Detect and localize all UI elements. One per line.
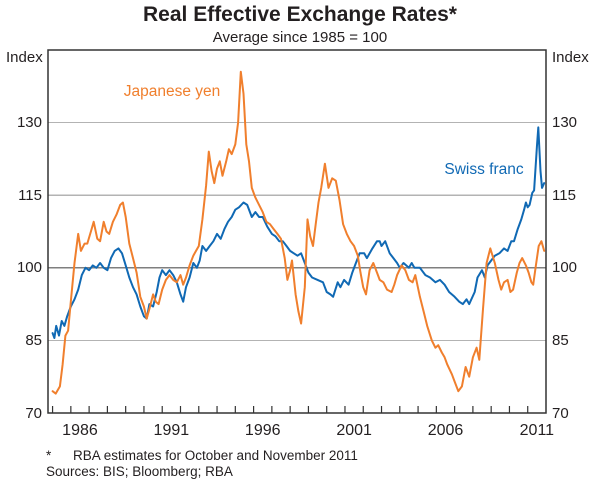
y-axis-label-right-100: 100 — [552, 259, 578, 277]
x-axis-label-1991: 1991 — [153, 422, 190, 439]
y-axis-label-right-130: 130 — [552, 114, 578, 132]
chart-title: Real Effective Exchange Rates* — [143, 3, 457, 26]
x-axis-label-2011: 2011 — [519, 422, 555, 439]
y-axis-unit-left: Index — [6, 49, 43, 66]
footnote-marker: * — [46, 448, 52, 463]
footnote-text: RBA estimates for October and November 2… — [73, 448, 358, 463]
y-axis-label-left-100: 100 — [16, 259, 42, 277]
x-axis-label-1986: 1986 — [62, 422, 98, 439]
footnote: * RBA estimates for October and November … — [46, 448, 586, 463]
y-axis-unit-right: Index — [552, 49, 589, 66]
series-label-japanese-yen: Japanese yen — [123, 83, 221, 100]
y-axis-label-left-85: 85 — [25, 331, 42, 349]
x-axis-label-1996: 1996 — [244, 422, 281, 439]
x-axis-label-2001: 2001 — [336, 422, 372, 439]
series-line-japanese-yen — [51, 70, 546, 395]
y-axis-label-right-85: 85 — [552, 331, 569, 349]
y-axis-label-left-130: 130 — [16, 114, 42, 132]
y-axis-label-left-115: 115 — [18, 186, 42, 204]
y-axis-label-right-70: 70 — [552, 404, 569, 422]
series-line-swiss-franc — [51, 126, 546, 339]
series-label-swiss-franc: Swiss franc — [444, 161, 524, 178]
plot-frame — [47, 49, 547, 414]
y-axis-label-right-115: 115 — [552, 186, 576, 204]
chart-subtitle: Average since 1985 = 100 — [212, 29, 388, 46]
sources: Sources: BIS; Bloomberg; RBA — [46, 464, 233, 479]
y-axis-label-left-70: 70 — [25, 404, 42, 422]
x-axis-label-2006: 2006 — [427, 422, 464, 439]
